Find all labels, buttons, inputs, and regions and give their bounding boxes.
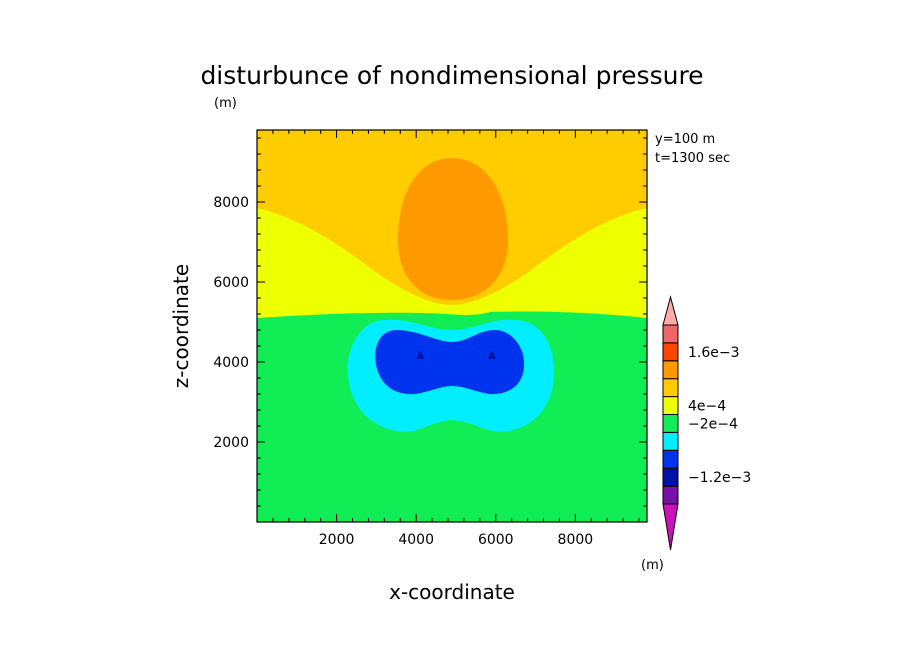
colorbar-label: 4e−4 bbox=[688, 399, 726, 415]
colorbar-label: −2e−4 bbox=[688, 416, 738, 432]
y-tick-label: 4000 bbox=[213, 355, 249, 371]
colorbar-top-arrow bbox=[662, 295, 679, 326]
colorbar-swatch bbox=[662, 342, 679, 362]
colorbar-label: 1.6e−3 bbox=[688, 345, 740, 361]
colorbar-swatch bbox=[662, 414, 679, 433]
plot-frame bbox=[256, 129, 648, 523]
colorbar-swatch bbox=[662, 396, 679, 416]
annotation-y: y=100 m bbox=[655, 132, 715, 147]
minimum-marker bbox=[487, 350, 496, 359]
colorbar-swatch bbox=[662, 485, 679, 505]
colorbar: 1.6e−3 4e−4−2e−4 −1.2e−3 bbox=[662, 295, 751, 551]
x-tick-label: 6000 bbox=[478, 532, 514, 548]
colorbar-bottom-arrow bbox=[662, 503, 679, 551]
axis-units-label: (m) bbox=[214, 96, 237, 111]
colorbar-swatch bbox=[662, 360, 679, 380]
y-tick-label: 8000 bbox=[213, 195, 249, 211]
colorbar-swatch bbox=[662, 378, 679, 398]
chart-title: disturbunce of nondimensional pressure bbox=[200, 61, 703, 90]
x-tick-label: 4000 bbox=[398, 532, 434, 548]
colorbar-swatch bbox=[662, 324, 679, 344]
colorbar-swatch bbox=[662, 431, 679, 451]
x-tick-label: 8000 bbox=[558, 532, 594, 548]
blue-core-region bbox=[375, 330, 525, 395]
colorbar-units: (m) bbox=[641, 558, 664, 573]
colorbar-label: −1.2e−3 bbox=[688, 470, 751, 486]
minimum-marker bbox=[416, 350, 425, 359]
y-axis-label: z-coordinate bbox=[169, 264, 193, 388]
plot-area: 2000 4000 6000 8000 2000 4000 6000 8000 bbox=[213, 129, 648, 548]
colorbar-swatch bbox=[662, 449, 679, 469]
orange-core-region bbox=[398, 158, 508, 300]
colorbar-swatch bbox=[662, 467, 679, 487]
annotation-t: t=1300 sec bbox=[655, 151, 730, 166]
minimum-markers bbox=[416, 350, 496, 359]
x-axis-label: x-coordinate bbox=[389, 580, 515, 604]
y-tick-label: 2000 bbox=[213, 435, 249, 451]
axis-ticks: 2000 4000 6000 8000 2000 4000 6000 8000 bbox=[213, 130, 647, 548]
y-tick-label: 6000 bbox=[213, 275, 249, 291]
x-tick-label: 2000 bbox=[319, 532, 355, 548]
